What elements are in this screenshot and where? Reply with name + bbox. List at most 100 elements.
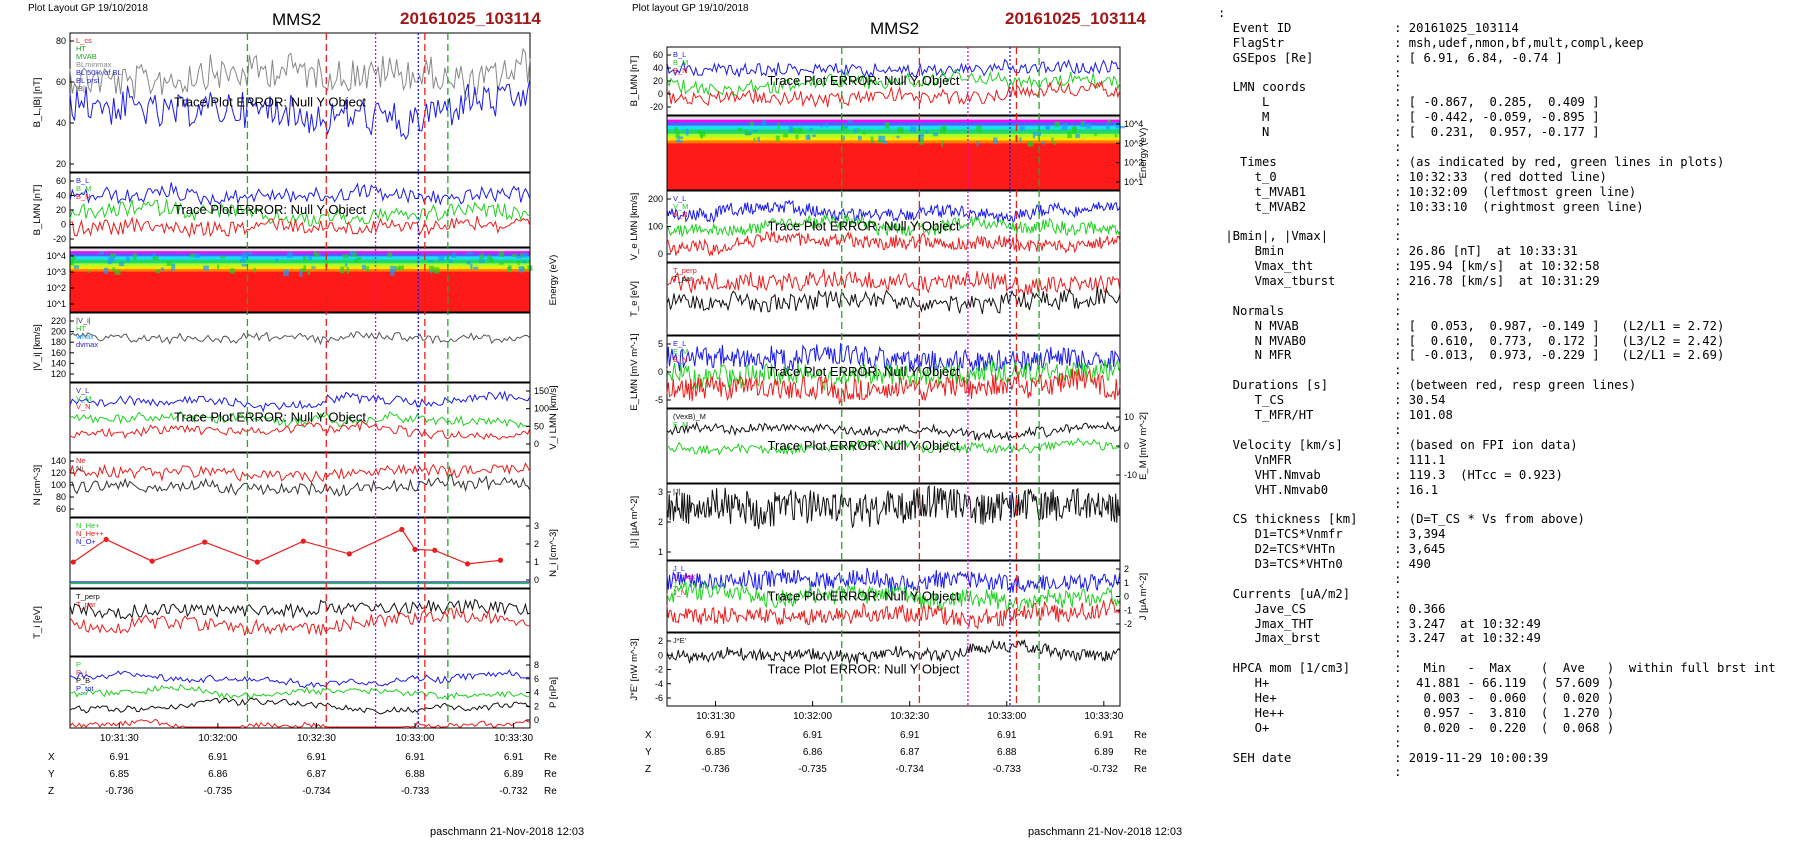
left-spectrogram-texture xyxy=(253,267,257,273)
mid-spectrogram-texture xyxy=(878,135,881,141)
mid-series-line xyxy=(666,343,1121,373)
mid-legend-entry: V_N xyxy=(673,210,688,219)
mid-spectrogram-texture xyxy=(1115,124,1121,129)
left-spectrogram-texture xyxy=(229,268,235,274)
info-line: D1=TCS*Vnmfr : 3,394 xyxy=(1218,527,1446,542)
info-panel: : Event ID : 20161025_103114 FlagStr : m… xyxy=(1218,6,1803,780)
mid-legend-entry: J_max xyxy=(673,572,695,581)
mid-spectrogram-band xyxy=(667,137,1120,141)
mid-series-line xyxy=(666,639,1121,665)
left-ytick-label: 20 xyxy=(56,159,66,169)
left-spectrogram-band xyxy=(70,266,530,270)
mid-ytick-label: 3 xyxy=(658,487,663,497)
left-pos-value: -0.736 xyxy=(105,786,134,797)
mid-pos-value: -0.734 xyxy=(895,764,924,775)
info-line: He+ : 0.003 - 0.060 ( 0.020 ) xyxy=(1218,690,1615,705)
left-legend-entry: HT xyxy=(76,44,86,53)
mid-series-line xyxy=(666,68,1121,97)
info-line: : xyxy=(1218,497,1402,512)
mid-spectrogram-texture xyxy=(677,136,683,140)
mid-error-text: Trace Plot ERROR: Null Y Object xyxy=(768,438,960,453)
left-spectrogram-texture xyxy=(87,270,90,273)
left-spectrogram-texture xyxy=(302,256,307,261)
left-spectrogram-texture xyxy=(283,269,289,277)
mid-spectrogram-texture xyxy=(1045,126,1050,130)
left-pos-value: 6.88 xyxy=(405,769,425,780)
left-spectrogram-texture xyxy=(103,267,109,274)
info-line: : xyxy=(1218,6,1226,20)
info-line: VHT.Nmvab : 119.3 (HTcc = 0.923) xyxy=(1218,467,1563,482)
left-legend-entry: BLminmax xyxy=(76,60,112,69)
left-legend-entry: T_perp xyxy=(76,592,100,601)
info-line: D3=TCS*VHTn0 : 490 xyxy=(1218,556,1431,571)
left-legend-entry: BL prst xyxy=(76,76,100,85)
mid-spectrogram-texture xyxy=(844,124,849,129)
mid-spectrogram-texture xyxy=(675,132,680,139)
left-series-line xyxy=(69,182,531,207)
left-xtick-label: 10:32:00 xyxy=(198,733,237,744)
mid-layout-label: Plot layout GP 19/10/2018 xyxy=(632,3,749,14)
left-ylabel: B_LMN [nT] xyxy=(32,185,43,236)
left-spectrogram-texture xyxy=(354,258,359,263)
info-line: Jmax_THT : 3.247 at 10:32:49 xyxy=(1218,616,1541,631)
mid-spectrogram-texture xyxy=(910,126,917,133)
mid-series-line xyxy=(666,230,1121,257)
left-spectrogram-texture xyxy=(499,262,504,265)
mid-legend-entry: B_M xyxy=(673,58,688,67)
mid-spectrogram-band xyxy=(667,121,1120,127)
left-nhe2-point xyxy=(432,547,438,553)
left-ytick-label: 10^3 xyxy=(47,267,66,277)
left-spectrogram-texture xyxy=(194,253,201,259)
left-legend-entry: N_He+ xyxy=(76,521,100,530)
left-legend-entry: P_B xyxy=(76,676,90,685)
mid-ytick-label: 0 xyxy=(658,249,663,259)
info-line: : xyxy=(1218,646,1402,661)
left-spectrogram-texture xyxy=(217,264,220,270)
mid-spectrogram-texture xyxy=(1029,141,1034,147)
left-spectrogram-band xyxy=(70,259,530,264)
mid-spectrogram-texture xyxy=(919,133,925,137)
left-legend-entry: |V_i| xyxy=(76,316,91,325)
info-line: SEH date : 2019-11-29 10:00:39 xyxy=(1218,750,1549,765)
mid-ylabel: E_M [mW m^-2] xyxy=(1138,412,1149,480)
left-spectrogram-texture xyxy=(518,266,524,273)
left-spectrogram-texture xyxy=(314,252,320,257)
left-spectrogram-texture xyxy=(466,261,471,265)
left-pos-value: -0.734 xyxy=(302,786,331,797)
left-ytick-label: 60 xyxy=(56,504,66,514)
left-pos-value: 6.86 xyxy=(208,769,228,780)
mid-pos-value: 6.88 xyxy=(997,747,1017,758)
left-spectrogram-texture xyxy=(325,260,329,267)
mid-xtick-label: 10:33:00 xyxy=(987,711,1026,722)
left-spectrogram-texture xyxy=(515,256,522,259)
info-line: Vmax_tht : 195.94 [km/s] at 10:32:58 xyxy=(1218,259,1600,274)
left-spectrogram-texture xyxy=(107,257,112,265)
info-line: : xyxy=(1218,765,1402,780)
left-spectrogram-texture xyxy=(166,260,172,266)
left-pos-value: -0.733 xyxy=(401,786,430,797)
left-title: MMS2 xyxy=(272,10,322,29)
left-spectrogram-texture xyxy=(487,255,492,260)
mid-panel-frame xyxy=(666,262,1121,336)
left-spectrogram-texture xyxy=(490,257,494,263)
info-line: N : [ 0.231, 0.957, -0.177 ] xyxy=(1218,125,1600,140)
mid-spectrogram-texture xyxy=(1075,133,1080,139)
mid-pos-value: -0.736 xyxy=(701,764,730,775)
left-ytick-label: 80 xyxy=(56,492,66,502)
mid-spectrogram-texture xyxy=(1054,121,1060,128)
mid-spectrogram-texture xyxy=(879,135,886,143)
mid-legend-entry: E_N xyxy=(673,355,688,364)
left-nhe2-point xyxy=(149,558,155,564)
mid-series-line xyxy=(666,213,1121,239)
info-line: VHT.Nmvab0 : 16.1 xyxy=(1218,482,1439,497)
mid-pos-value: 6.87 xyxy=(900,747,920,758)
left-nhe2-point xyxy=(254,559,260,565)
mid-spectrogram-texture xyxy=(777,122,780,130)
left-spectrogram-texture xyxy=(512,253,517,258)
mid-spectrogram-texture xyxy=(883,141,887,145)
mid-legend-entry: J_M xyxy=(673,580,687,589)
left-ylabel: P [nPa] xyxy=(548,677,559,708)
mid-error-text: Trace Plot ERROR: Null Y Object xyxy=(768,219,960,234)
mid-spectrogram-texture xyxy=(790,127,797,133)
mid-spectrogram-texture xyxy=(1107,120,1111,123)
